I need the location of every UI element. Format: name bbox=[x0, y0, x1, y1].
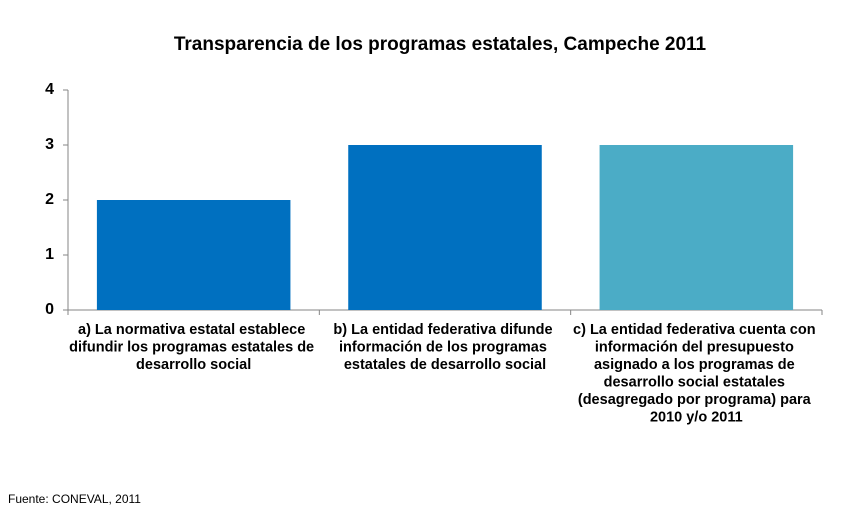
y-tick-label: 2 bbox=[45, 191, 54, 208]
source-note: Fuente: CONEVAL, 2011 bbox=[8, 492, 141, 506]
bar bbox=[348, 145, 542, 310]
y-tick-label: 3 bbox=[45, 136, 54, 153]
x-tick-label: c) La entidad federativa cuenta con info… bbox=[573, 322, 820, 426]
y-tick-label: 1 bbox=[45, 246, 54, 263]
x-tick-label: b) La entidad federativa difunde informa… bbox=[333, 322, 556, 373]
y-tick-label: 4 bbox=[45, 81, 54, 98]
bar bbox=[599, 145, 794, 310]
chart-title: Transparencia de los programas estatales… bbox=[174, 34, 707, 55]
y-tick-label: 0 bbox=[45, 301, 54, 318]
bar bbox=[96, 200, 291, 310]
x-tick-label: a) La normativa estatal establece difund… bbox=[69, 322, 318, 373]
